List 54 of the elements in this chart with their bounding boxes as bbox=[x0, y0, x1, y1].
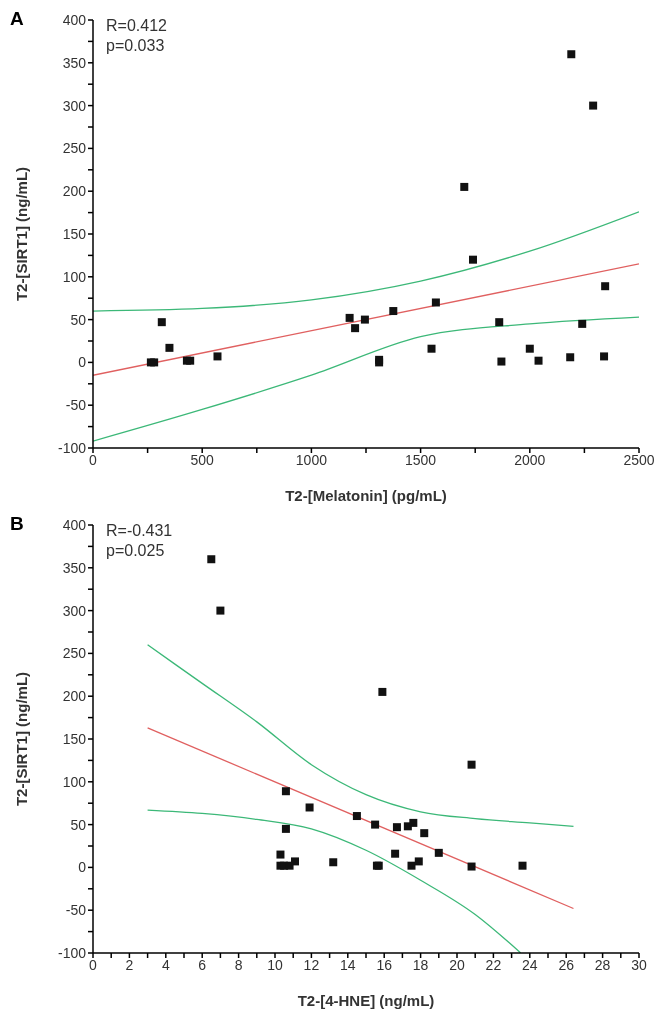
y-tick-label: 200 bbox=[62, 183, 87, 200]
x-axis-title: T2-[4-HNE] (ng/mL) bbox=[297, 992, 435, 1009]
y-tick-label: 150 bbox=[62, 730, 87, 747]
x-tick-label: 10 bbox=[267, 956, 283, 973]
annotation: p=0.025 bbox=[106, 541, 166, 561]
y-tick-label: 150 bbox=[62, 225, 87, 242]
x-tick-label: 20 bbox=[449, 956, 465, 973]
x-tick-label: 0 bbox=[89, 956, 98, 973]
y-tick-label: 100 bbox=[62, 268, 87, 285]
annotation: p=0.033 bbox=[106, 36, 166, 56]
x-tick-label: 16 bbox=[376, 956, 393, 973]
y-tick-label: 0 bbox=[78, 859, 87, 876]
annotation: R=-0.431 bbox=[106, 521, 173, 541]
x-tick-label: 1000 bbox=[295, 451, 328, 468]
x-tick-label: 12 bbox=[303, 956, 320, 973]
x-tick-label: 0 bbox=[89, 451, 98, 468]
y-tick-label: 400 bbox=[62, 516, 87, 533]
x-tick-label: 2500 bbox=[623, 451, 655, 468]
y-tick-label: -50 bbox=[65, 397, 87, 414]
y-tick-label: 200 bbox=[62, 688, 87, 705]
y-tick-label: 400 bbox=[62, 11, 87, 28]
x-tick-label: 4 bbox=[161, 956, 170, 973]
x-tick-label: 24 bbox=[522, 956, 538, 973]
y-tick-label: -100 bbox=[57, 439, 87, 456]
x-tick-label: 2000 bbox=[514, 451, 546, 468]
y-tick-label: 300 bbox=[62, 97, 87, 114]
y-tick-label: 50 bbox=[70, 311, 87, 328]
y-tick-label: 100 bbox=[62, 773, 87, 790]
y-tick-label: -100 bbox=[57, 944, 87, 961]
y-tick-label: 300 bbox=[62, 602, 87, 619]
x-tick-label: 30 bbox=[631, 956, 647, 973]
chart-title: A bbox=[10, 8, 24, 30]
x-tick-label: 8 bbox=[234, 956, 243, 973]
y-tick-label: 50 bbox=[70, 816, 87, 833]
y-tick-label: 0 bbox=[78, 354, 87, 371]
x-tick-label: 18 bbox=[412, 956, 429, 973]
y-tick-label: 250 bbox=[62, 140, 87, 157]
y-tick-label: 350 bbox=[62, 54, 87, 71]
x-tick-label: 2 bbox=[125, 956, 134, 973]
x-tick-label: 28 bbox=[594, 956, 611, 973]
annotation: R=0.412 bbox=[106, 16, 167, 36]
y-tick-label: -50 bbox=[65, 902, 87, 919]
x-axis-title: T2-[Melatonin] (pg/mL) bbox=[285, 487, 447, 504]
chart-title: B bbox=[10, 513, 24, 535]
y-tick-label: 350 bbox=[62, 559, 87, 576]
x-tick-label: 500 bbox=[190, 451, 215, 468]
y-tick-label: 250 bbox=[62, 645, 87, 662]
x-tick-label: 1500 bbox=[405, 451, 437, 468]
y-axis-title: T2-[SIRT1] (ng/mL) bbox=[13, 166, 31, 302]
y-axis-title: T2-[SIRT1] (ng/mL) bbox=[13, 671, 31, 807]
x-tick-label: 6 bbox=[198, 956, 207, 973]
x-tick-label: 26 bbox=[558, 956, 575, 973]
x-tick-label: 14 bbox=[340, 956, 356, 973]
x-tick-label: 22 bbox=[485, 956, 502, 973]
